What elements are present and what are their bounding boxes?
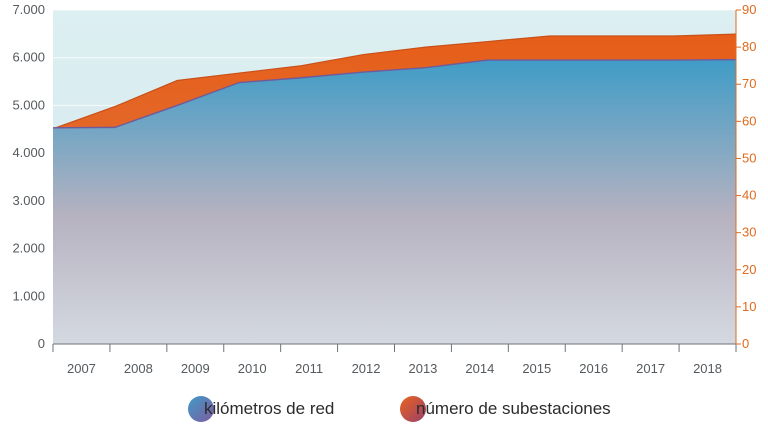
right-tick-label: 0 xyxy=(742,336,749,351)
left-tick-label: 1.000 xyxy=(12,288,45,303)
right-tick-label: 30 xyxy=(742,225,756,240)
x-tick-label: 2013 xyxy=(408,361,437,376)
left-tick-label: 2.000 xyxy=(12,241,45,256)
x-tick-label: 2007 xyxy=(67,361,96,376)
left-tick-label: 0 xyxy=(38,336,45,351)
left-tick-label: 4.000 xyxy=(12,145,45,160)
x-tick-label: 2017 xyxy=(636,361,665,376)
left-axis-ticks: 0 1.000 2.000 3.000 4.000 5.000 6.000 7.000 xyxy=(12,2,45,351)
series-line-subestaciones xyxy=(52,33,737,130)
area-series xyxy=(52,33,737,344)
series-area-km xyxy=(53,59,736,344)
right-tick-label: 70 xyxy=(742,76,756,91)
right-tick-label: 40 xyxy=(742,188,756,203)
legend-label-km: kilómetros de red xyxy=(204,399,335,418)
legend-item-subestaciones: número de subestaciones xyxy=(400,396,611,422)
x-tick-label: 2016 xyxy=(579,361,608,376)
right-axis-ticks: 0 10 20 30 40 50 60 70 80 90 xyxy=(742,2,756,351)
x-tick-label: 2010 xyxy=(238,361,267,376)
left-tick-label: 5.000 xyxy=(12,97,45,112)
x-tick-label: 2008 xyxy=(124,361,153,376)
right-tick-label: 50 xyxy=(742,150,756,165)
x-tick-label: 2012 xyxy=(352,361,381,376)
x-tick-label: 2009 xyxy=(181,361,210,376)
legend-label-subestaciones: número de subestaciones xyxy=(416,399,611,418)
legend-item-km: kilómetros de red xyxy=(188,396,334,422)
right-tick-label: 20 xyxy=(742,262,756,277)
x-axis-ticks: 2007 2008 2009 2010 2011 2012 2013 2014 2015 2016… xyxy=(67,361,722,376)
left-tick-label: 6.000 xyxy=(12,50,45,65)
right-tick-label: 10 xyxy=(742,299,756,314)
x-tick-label: 2014 xyxy=(465,361,494,376)
legend: kilómetros de red número de subestacione… xyxy=(0,396,768,424)
left-tick-label: 3.000 xyxy=(12,193,45,208)
right-tick-label: 60 xyxy=(742,113,756,128)
right-tick-label: 90 xyxy=(742,2,756,17)
x-tick-label: 2011 xyxy=(295,361,323,376)
legend-swatch-km xyxy=(188,396,214,422)
left-tick-label: 7.000 xyxy=(12,2,45,17)
legend-swatch-subestaciones xyxy=(400,396,426,422)
right-tick-label: 80 xyxy=(742,39,756,54)
axis-frame xyxy=(52,9,741,352)
x-tick-label: 2015 xyxy=(522,361,551,376)
series-line-km xyxy=(52,58,737,129)
x-tick-label: 2018 xyxy=(693,361,722,376)
